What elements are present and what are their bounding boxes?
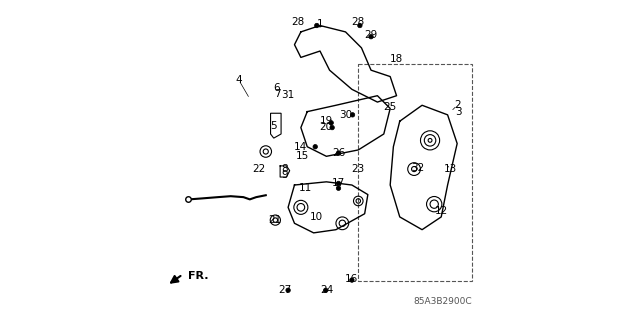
Text: 11: 11 — [299, 183, 312, 193]
Text: 6: 6 — [274, 83, 280, 93]
Circle shape — [329, 121, 333, 125]
Text: 18: 18 — [390, 54, 403, 64]
Text: 9: 9 — [281, 170, 287, 180]
Text: 7: 7 — [275, 89, 281, 99]
Text: 85A3B2900C: 85A3B2900C — [413, 297, 472, 306]
Text: 2: 2 — [454, 100, 461, 110]
Text: 22: 22 — [252, 164, 266, 174]
Text: 8: 8 — [281, 164, 287, 174]
Circle shape — [350, 113, 355, 117]
Circle shape — [330, 125, 334, 130]
Circle shape — [315, 23, 319, 28]
Text: 16: 16 — [345, 274, 358, 284]
Circle shape — [336, 186, 340, 190]
Text: 32: 32 — [412, 163, 425, 174]
Text: 20: 20 — [319, 122, 332, 132]
Text: 25: 25 — [383, 102, 396, 112]
Circle shape — [286, 288, 291, 293]
Circle shape — [336, 151, 340, 155]
Circle shape — [336, 181, 340, 186]
Circle shape — [323, 288, 328, 293]
Text: 28: 28 — [351, 17, 364, 27]
Text: 14: 14 — [294, 142, 307, 152]
Text: 21: 21 — [268, 215, 282, 225]
Circle shape — [369, 34, 373, 39]
Text: 26: 26 — [332, 148, 345, 158]
Text: 23: 23 — [351, 164, 364, 174]
Text: 27: 27 — [278, 285, 292, 295]
Text: 28: 28 — [291, 17, 304, 27]
Text: 12: 12 — [435, 205, 448, 216]
Text: 3: 3 — [456, 107, 462, 117]
Text: 15: 15 — [296, 151, 309, 161]
Text: FR.: FR. — [188, 271, 208, 281]
Circle shape — [313, 145, 317, 149]
Text: 29: 29 — [364, 30, 377, 40]
Text: 1: 1 — [317, 19, 323, 29]
Circle shape — [349, 278, 354, 282]
Text: 19: 19 — [320, 116, 333, 126]
Text: 4: 4 — [236, 75, 242, 85]
Circle shape — [358, 23, 362, 28]
Text: 30: 30 — [339, 110, 352, 120]
Text: 5: 5 — [271, 121, 277, 131]
Text: 13: 13 — [444, 164, 458, 174]
Text: 24: 24 — [320, 285, 333, 295]
Text: 10: 10 — [310, 212, 323, 222]
Text: 31: 31 — [282, 90, 295, 100]
Text: 17: 17 — [332, 178, 345, 189]
